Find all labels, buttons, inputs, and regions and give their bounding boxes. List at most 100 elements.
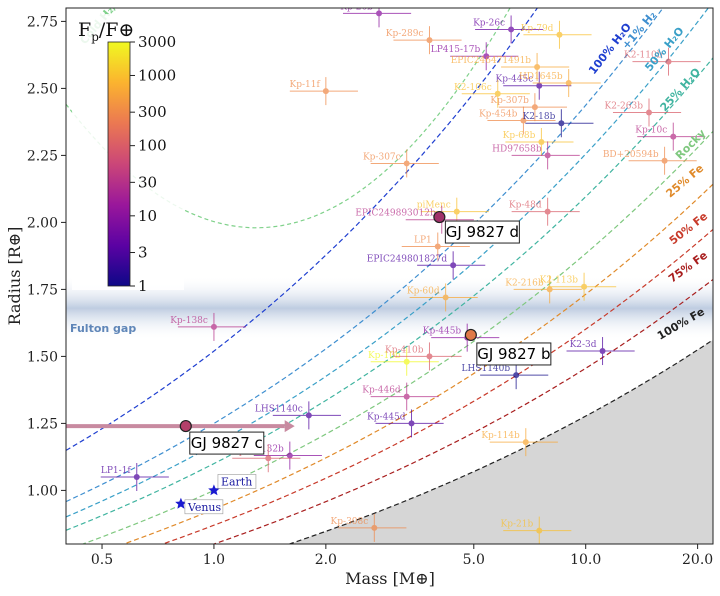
- point-marker: [581, 283, 588, 290]
- data-point: Kp-10c: [635, 122, 706, 151]
- data-point: HD97658b: [492, 141, 580, 170]
- point-label: Kp-68b: [503, 131, 536, 141]
- point-marker: [665, 58, 672, 65]
- point-marker: [494, 90, 501, 97]
- arrow-head: [284, 420, 295, 433]
- data-point: Kp-445c: [496, 71, 572, 100]
- point-label: HD1645b: [519, 72, 563, 82]
- y-tick-label: 2.00: [27, 215, 58, 231]
- point-marker: [536, 527, 543, 534]
- point-label: K2-18b: [523, 112, 556, 122]
- solar-venus: Venus: [175, 497, 224, 515]
- point-label: Kp-10b: [368, 351, 401, 361]
- point-marker: [322, 88, 329, 95]
- colorbar: Fp/F⊕ 3000 1000 300 100 30 10 3 1: [72, 14, 184, 295]
- data-point: Kp-454b: [479, 106, 556, 135]
- curve-9: [287, 339, 713, 544]
- point-label: Kp-307c: [363, 152, 401, 162]
- point-label: Kp-60d: [407, 286, 440, 296]
- data-point: Kp-114b: [481, 428, 558, 457]
- point-marker: [531, 104, 538, 111]
- point-label: Kp-308c: [331, 517, 369, 527]
- data-point: Kp-446d: [362, 382, 439, 411]
- data-point: K2-18b: [523, 109, 594, 138]
- x-tick-label: 10.0: [570, 552, 601, 568]
- x-tick-label: 2.0: [315, 552, 337, 568]
- solar-label-box: [217, 474, 257, 489]
- curve-7: [161, 229, 713, 544]
- point-label: Kp-114b: [481, 431, 520, 441]
- callout-label: GJ 9827 b: [477, 345, 550, 363]
- point-label: piMenc: [417, 201, 451, 211]
- curve-4: [66, 57, 713, 531]
- solar-label: Venus: [187, 501, 222, 514]
- point-marker: [403, 358, 410, 365]
- point-marker: [483, 53, 490, 60]
- point-marker: [645, 109, 652, 116]
- y-axis-label: Radius [R⊕]: [5, 227, 24, 326]
- data-point: Kp-11f: [290, 77, 358, 106]
- point-label: Kp-26b: [340, 2, 373, 12]
- point-label: Kp-289c: [386, 29, 424, 39]
- data-point: HD1645b: [519, 69, 601, 98]
- colorbar-tick-label: 10: [138, 207, 157, 225]
- point-marker: [599, 348, 606, 355]
- point-label: K2-106c: [454, 83, 492, 93]
- point-label: K2-3d: [570, 340, 597, 350]
- highlight-0: GJ 9827 d: [433, 210, 520, 244]
- curve-label-7: 50% Fe: [667, 210, 710, 248]
- x-tick-label: 1.0: [203, 552, 225, 568]
- point-marker: [442, 294, 449, 301]
- curve-1: [66, 8, 539, 451]
- point-marker: [558, 120, 565, 127]
- point-label: K2-263b: [605, 102, 644, 112]
- callout-label: GJ 9827 c: [191, 434, 263, 452]
- data-point: LP1: [401, 232, 470, 261]
- solar-label: Earth: [221, 475, 252, 488]
- colorbar-tick-label: 3000: [138, 33, 176, 51]
- colorbar-gradient: [107, 41, 131, 287]
- colorbar-tick-label: 300: [138, 103, 167, 121]
- data-point: LHS1140b: [461, 361, 549, 390]
- data-point: Kp-410b: [385, 342, 462, 371]
- point-marker: [544, 208, 551, 215]
- data-point: Kp-60d: [407, 283, 478, 312]
- y-tick-label: 2.25: [27, 148, 58, 164]
- x-tick-label: 5.0: [463, 552, 485, 568]
- curve-6: [122, 183, 713, 544]
- data-point: K2-216b: [505, 275, 582, 304]
- data-point: Kp-307b: [490, 93, 567, 122]
- point-label: Kp-445b: [423, 327, 462, 337]
- data-point: Kp-138c: [170, 312, 247, 341]
- colorbar-tick-label: 1: [138, 277, 148, 295]
- point-marker: [408, 420, 415, 427]
- point-marker: [403, 393, 410, 400]
- solar-earth: Earth: [208, 474, 257, 496]
- callout-box: [189, 431, 265, 455]
- highlighted-planets: GJ 9827 d GJ 9827 b GJ 9827 c: [66, 210, 552, 455]
- point-marker: [546, 286, 553, 293]
- star-marker: [175, 497, 187, 509]
- point-label: LP415-17b: [431, 45, 481, 55]
- point-marker: [305, 412, 312, 419]
- data-point: Kp-26c: [473, 15, 544, 44]
- data-point: Kp-10b: [368, 347, 439, 376]
- y-axis-ticks: 1.00 1.25 1.50 1.75 2.00 2.25 2.50 2.75: [27, 14, 66, 499]
- point-marker: [426, 353, 433, 360]
- point-marker: [453, 208, 460, 215]
- data-point: K2-106c: [454, 79, 530, 108]
- point-label: Kp-11f: [290, 80, 321, 90]
- point-marker: [371, 524, 378, 531]
- point-marker: [403, 160, 410, 167]
- highlight-marker: [433, 210, 446, 224]
- highlight-1: GJ 9827 b: [464, 328, 552, 366]
- colorbar-ticks: 3000 1000 300 100 30 10 3 1: [130, 33, 176, 295]
- y-tick-label: 2.50: [27, 81, 58, 97]
- point-label: Kp-445c: [496, 75, 534, 85]
- point-label: Kp-10c: [635, 126, 667, 136]
- fulton-gap-label: Fulton gap: [70, 322, 136, 335]
- y-tick-label: 1.75: [27, 282, 58, 298]
- point-marker: [565, 80, 572, 87]
- curve-2: [66, 8, 664, 503]
